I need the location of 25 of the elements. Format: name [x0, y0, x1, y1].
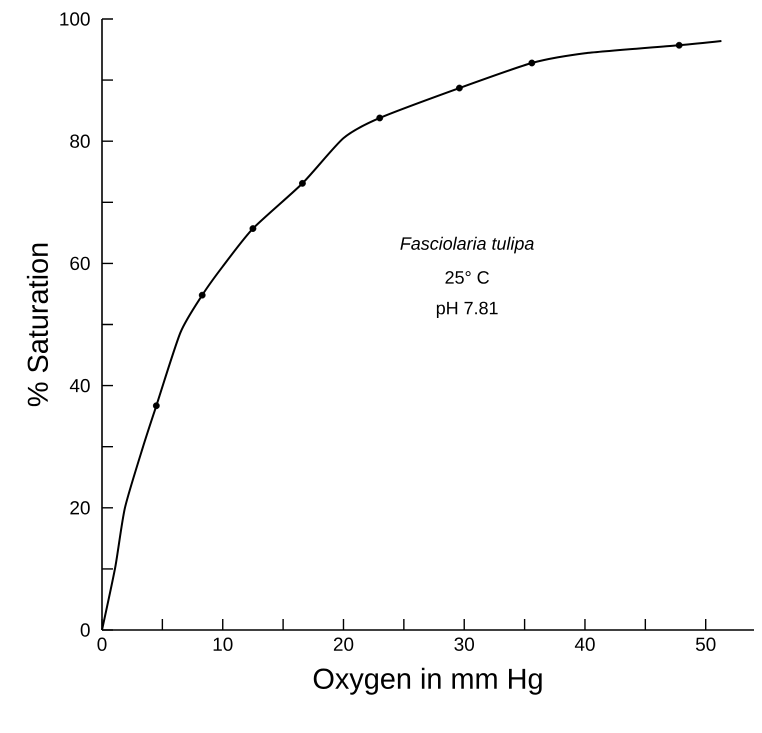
- point: [250, 225, 256, 232]
- x-tick-label: 0: [97, 638, 107, 651]
- x-tick-label: 30: [454, 638, 474, 651]
- y-tick-label: 100: [60, 12, 90, 26]
- point: [299, 180, 306, 187]
- y-tick-label: 40: [70, 378, 90, 392]
- point: [456, 84, 463, 92]
- annotation: Fasciolaria tulipa: [400, 236, 534, 254]
- point: [528, 60, 536, 66]
- point: [152, 402, 160, 410]
- x-tick-label: 10: [214, 638, 233, 651]
- annotation: pH 7.81: [436, 302, 498, 318]
- annotation: 25° C: [446, 271, 489, 284]
- x-tick-label: 40: [574, 638, 595, 651]
- point: [676, 42, 683, 49]
- y-tick-label: 60: [70, 256, 90, 270]
- x-axis-title: Oxygen in mm Hg: [314, 668, 542, 695]
- y-axis-title: % Saturation: [26, 244, 48, 406]
- y-tick-label: 0: [80, 623, 90, 637]
- point: [198, 292, 206, 299]
- x-tick-label: 20: [334, 638, 354, 651]
- y-tick-label: 80: [70, 134, 90, 148]
- x-tick-label: 50: [696, 638, 716, 651]
- y-tick-label: 20: [70, 501, 90, 515]
- point: [376, 114, 384, 122]
